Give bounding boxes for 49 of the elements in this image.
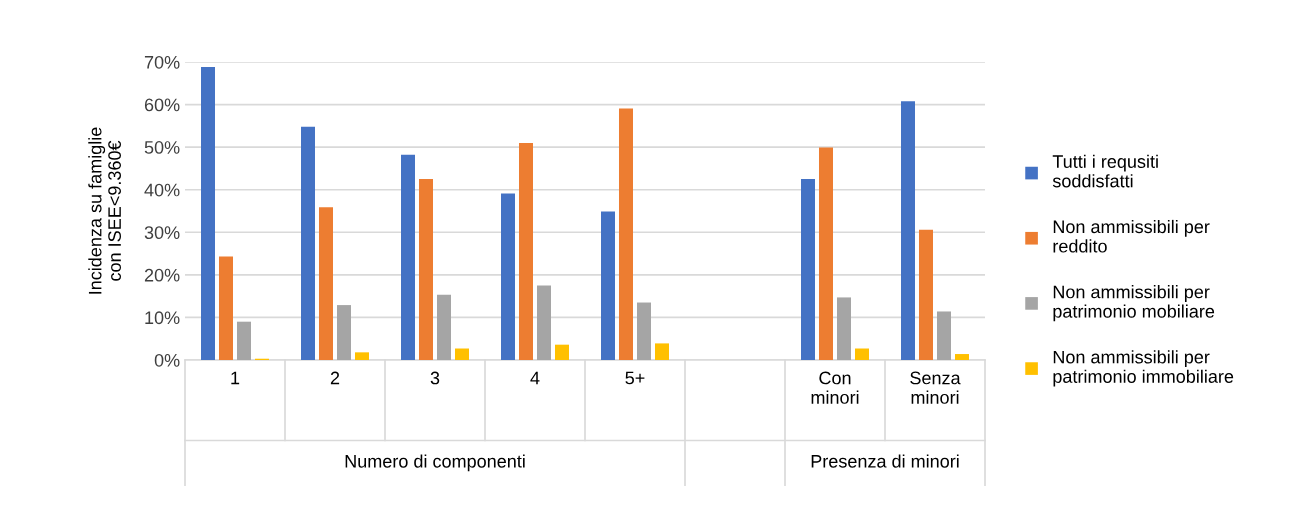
bar <box>355 352 369 360</box>
x-tick-label: 2 <box>330 371 340 385</box>
bar <box>455 348 469 360</box>
y-tick-label: 30% <box>144 226 180 240</box>
bar <box>855 348 869 360</box>
x-tick-label: 5+ <box>625 371 645 385</box>
y-axis-title: Incidenza su famiglie con ISEE<9.360€ <box>88 127 121 294</box>
y-tick-label: 0% <box>154 353 180 367</box>
bar <box>837 297 851 360</box>
bar <box>637 302 651 360</box>
bar <box>337 305 351 360</box>
text: Numero di componenti <box>345 454 525 472</box>
legend-label: Non ammissibili per patrimonio immobiliare <box>1053 350 1234 387</box>
y-tick-label: 10% <box>145 311 180 325</box>
bar <box>537 285 551 360</box>
x-tick-label: Con minori <box>811 371 859 404</box>
bar <box>201 67 215 360</box>
bar <box>937 311 951 360</box>
bar <box>219 256 233 360</box>
text: Presenza di minori <box>811 454 959 468</box>
bar <box>401 154 415 360</box>
bar <box>519 142 533 360</box>
bar <box>419 179 433 360</box>
x-tick-label: Senza minori <box>910 371 961 404</box>
y-tick-label: 40% <box>144 183 180 197</box>
bar <box>919 229 933 360</box>
bar <box>437 294 451 360</box>
bar <box>819 147 833 360</box>
bar <box>619 108 633 360</box>
bar <box>501 193 515 360</box>
y-tick-label: 50% <box>144 141 180 154</box>
bar <box>655 343 669 360</box>
bar <box>301 126 315 360</box>
bar <box>555 344 569 360</box>
legend-label: Non ammissibili per reddito <box>1053 219 1210 253</box>
bar <box>955 354 969 360</box>
bar <box>901 101 915 360</box>
bar <box>801 179 815 360</box>
bar <box>601 211 615 360</box>
bar <box>319 207 333 360</box>
x-tick-label: 1 <box>231 371 240 385</box>
x-tick-label: 4 <box>530 371 540 385</box>
y-tick-label: 70% <box>144 55 180 69</box>
y-tick-label: 60% <box>144 98 180 112</box>
y-tick-label: 20% <box>144 268 180 282</box>
legend-label: Tutti i requsiti soddisfatti <box>1052 154 1158 188</box>
legend-label: Non ammissibili per patrimonio mobiliare <box>1053 285 1215 322</box>
bar <box>237 321 251 360</box>
x-tick-label: 3 <box>430 371 440 385</box>
